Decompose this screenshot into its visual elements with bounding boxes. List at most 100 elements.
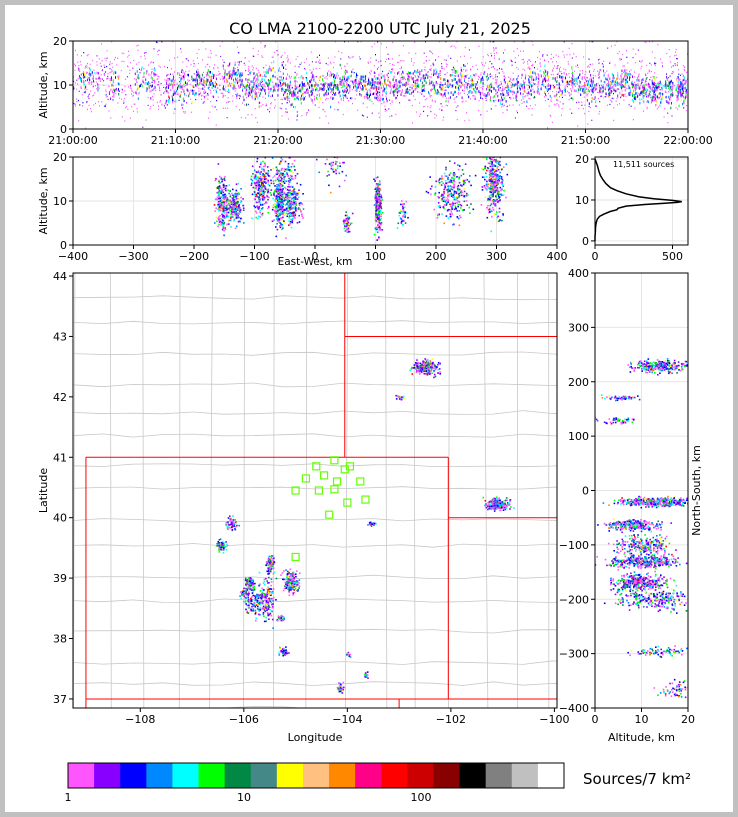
source-point (502, 61, 504, 64)
source-point (382, 83, 384, 86)
source-point (329, 82, 331, 84)
source-point (270, 95, 272, 97)
source-point (239, 78, 241, 82)
source-point (306, 58, 307, 60)
source-point (343, 77, 345, 80)
source-point (397, 95, 398, 97)
source-point (264, 97, 266, 99)
source-point (368, 88, 370, 92)
source-point (99, 105, 100, 107)
source-point (140, 84, 141, 87)
source-point (677, 76, 679, 79)
source-point (351, 98, 353, 100)
source-point (105, 59, 107, 62)
source-point (232, 95, 234, 97)
source-point (276, 84, 278, 88)
source-point (83, 71, 85, 73)
source-point (259, 185, 262, 188)
source-point (568, 92, 570, 94)
source-point (239, 74, 241, 78)
source-point (585, 80, 587, 84)
source-point (216, 196, 219, 199)
source-point (555, 54, 557, 56)
source-point (171, 79, 173, 82)
source-point (283, 76, 284, 80)
source-point (287, 58, 289, 60)
source-point (645, 91, 647, 93)
source-point (208, 70, 210, 74)
source-point (430, 110, 432, 113)
source-point (498, 88, 500, 91)
source-point (234, 206, 236, 208)
source-point (254, 97, 256, 101)
source-point (554, 86, 556, 88)
source-point (127, 65, 128, 67)
source-point (591, 41, 593, 43)
source-point (658, 85, 660, 89)
source-point (97, 86, 99, 89)
source-point (629, 86, 631, 90)
source-point (520, 92, 521, 95)
source-point (103, 64, 105, 66)
source-point (580, 85, 582, 88)
source-point (433, 73, 435, 76)
source-point (530, 81, 532, 83)
source-point (463, 64, 465, 67)
source-point (284, 186, 286, 189)
source-point (373, 65, 375, 67)
source-point (266, 69, 268, 72)
source-point (291, 87, 293, 89)
source-point (189, 92, 191, 95)
source-point (159, 101, 161, 103)
source-point (107, 98, 109, 101)
source-point (259, 210, 261, 212)
source-point (182, 75, 184, 78)
source-point (404, 92, 406, 95)
source-point (367, 96, 369, 100)
source-point (606, 83, 608, 87)
source-point (185, 71, 187, 73)
source-point (179, 96, 181, 98)
source-point (347, 83, 348, 86)
source-point (409, 86, 411, 88)
source-point (176, 87, 178, 91)
source-point (684, 69, 686, 72)
source-point (432, 83, 434, 87)
source-point (146, 82, 148, 85)
source-point (511, 60, 513, 63)
source-point (357, 86, 359, 90)
source-point (488, 85, 489, 88)
source-point (322, 80, 324, 82)
source-point (480, 78, 482, 81)
source-point (195, 77, 197, 80)
source-point (111, 41, 113, 43)
source-point (500, 80, 502, 83)
source-point (411, 87, 413, 90)
source-point (472, 84, 474, 87)
source-point (642, 89, 644, 92)
source-point (460, 73, 462, 76)
source-point (363, 80, 365, 83)
source-point (298, 77, 300, 79)
source-point (634, 97, 636, 100)
source-point (90, 111, 92, 113)
source-point (206, 78, 208, 81)
source-point (563, 71, 565, 75)
source-point (198, 94, 200, 96)
source-point (580, 93, 582, 96)
source-point (319, 67, 321, 70)
source-point (234, 214, 237, 217)
source-point (506, 91, 508, 94)
source-points (73, 41, 688, 129)
source-point (584, 85, 586, 88)
source-point (546, 79, 548, 81)
source-point (113, 93, 115, 97)
source-point (409, 89, 411, 91)
source-point (270, 69, 272, 72)
source-point (254, 94, 256, 98)
source-point (174, 83, 176, 86)
source-point (414, 84, 416, 87)
source-point (652, 99, 654, 102)
source-point (146, 90, 148, 92)
source-point (528, 97, 530, 99)
